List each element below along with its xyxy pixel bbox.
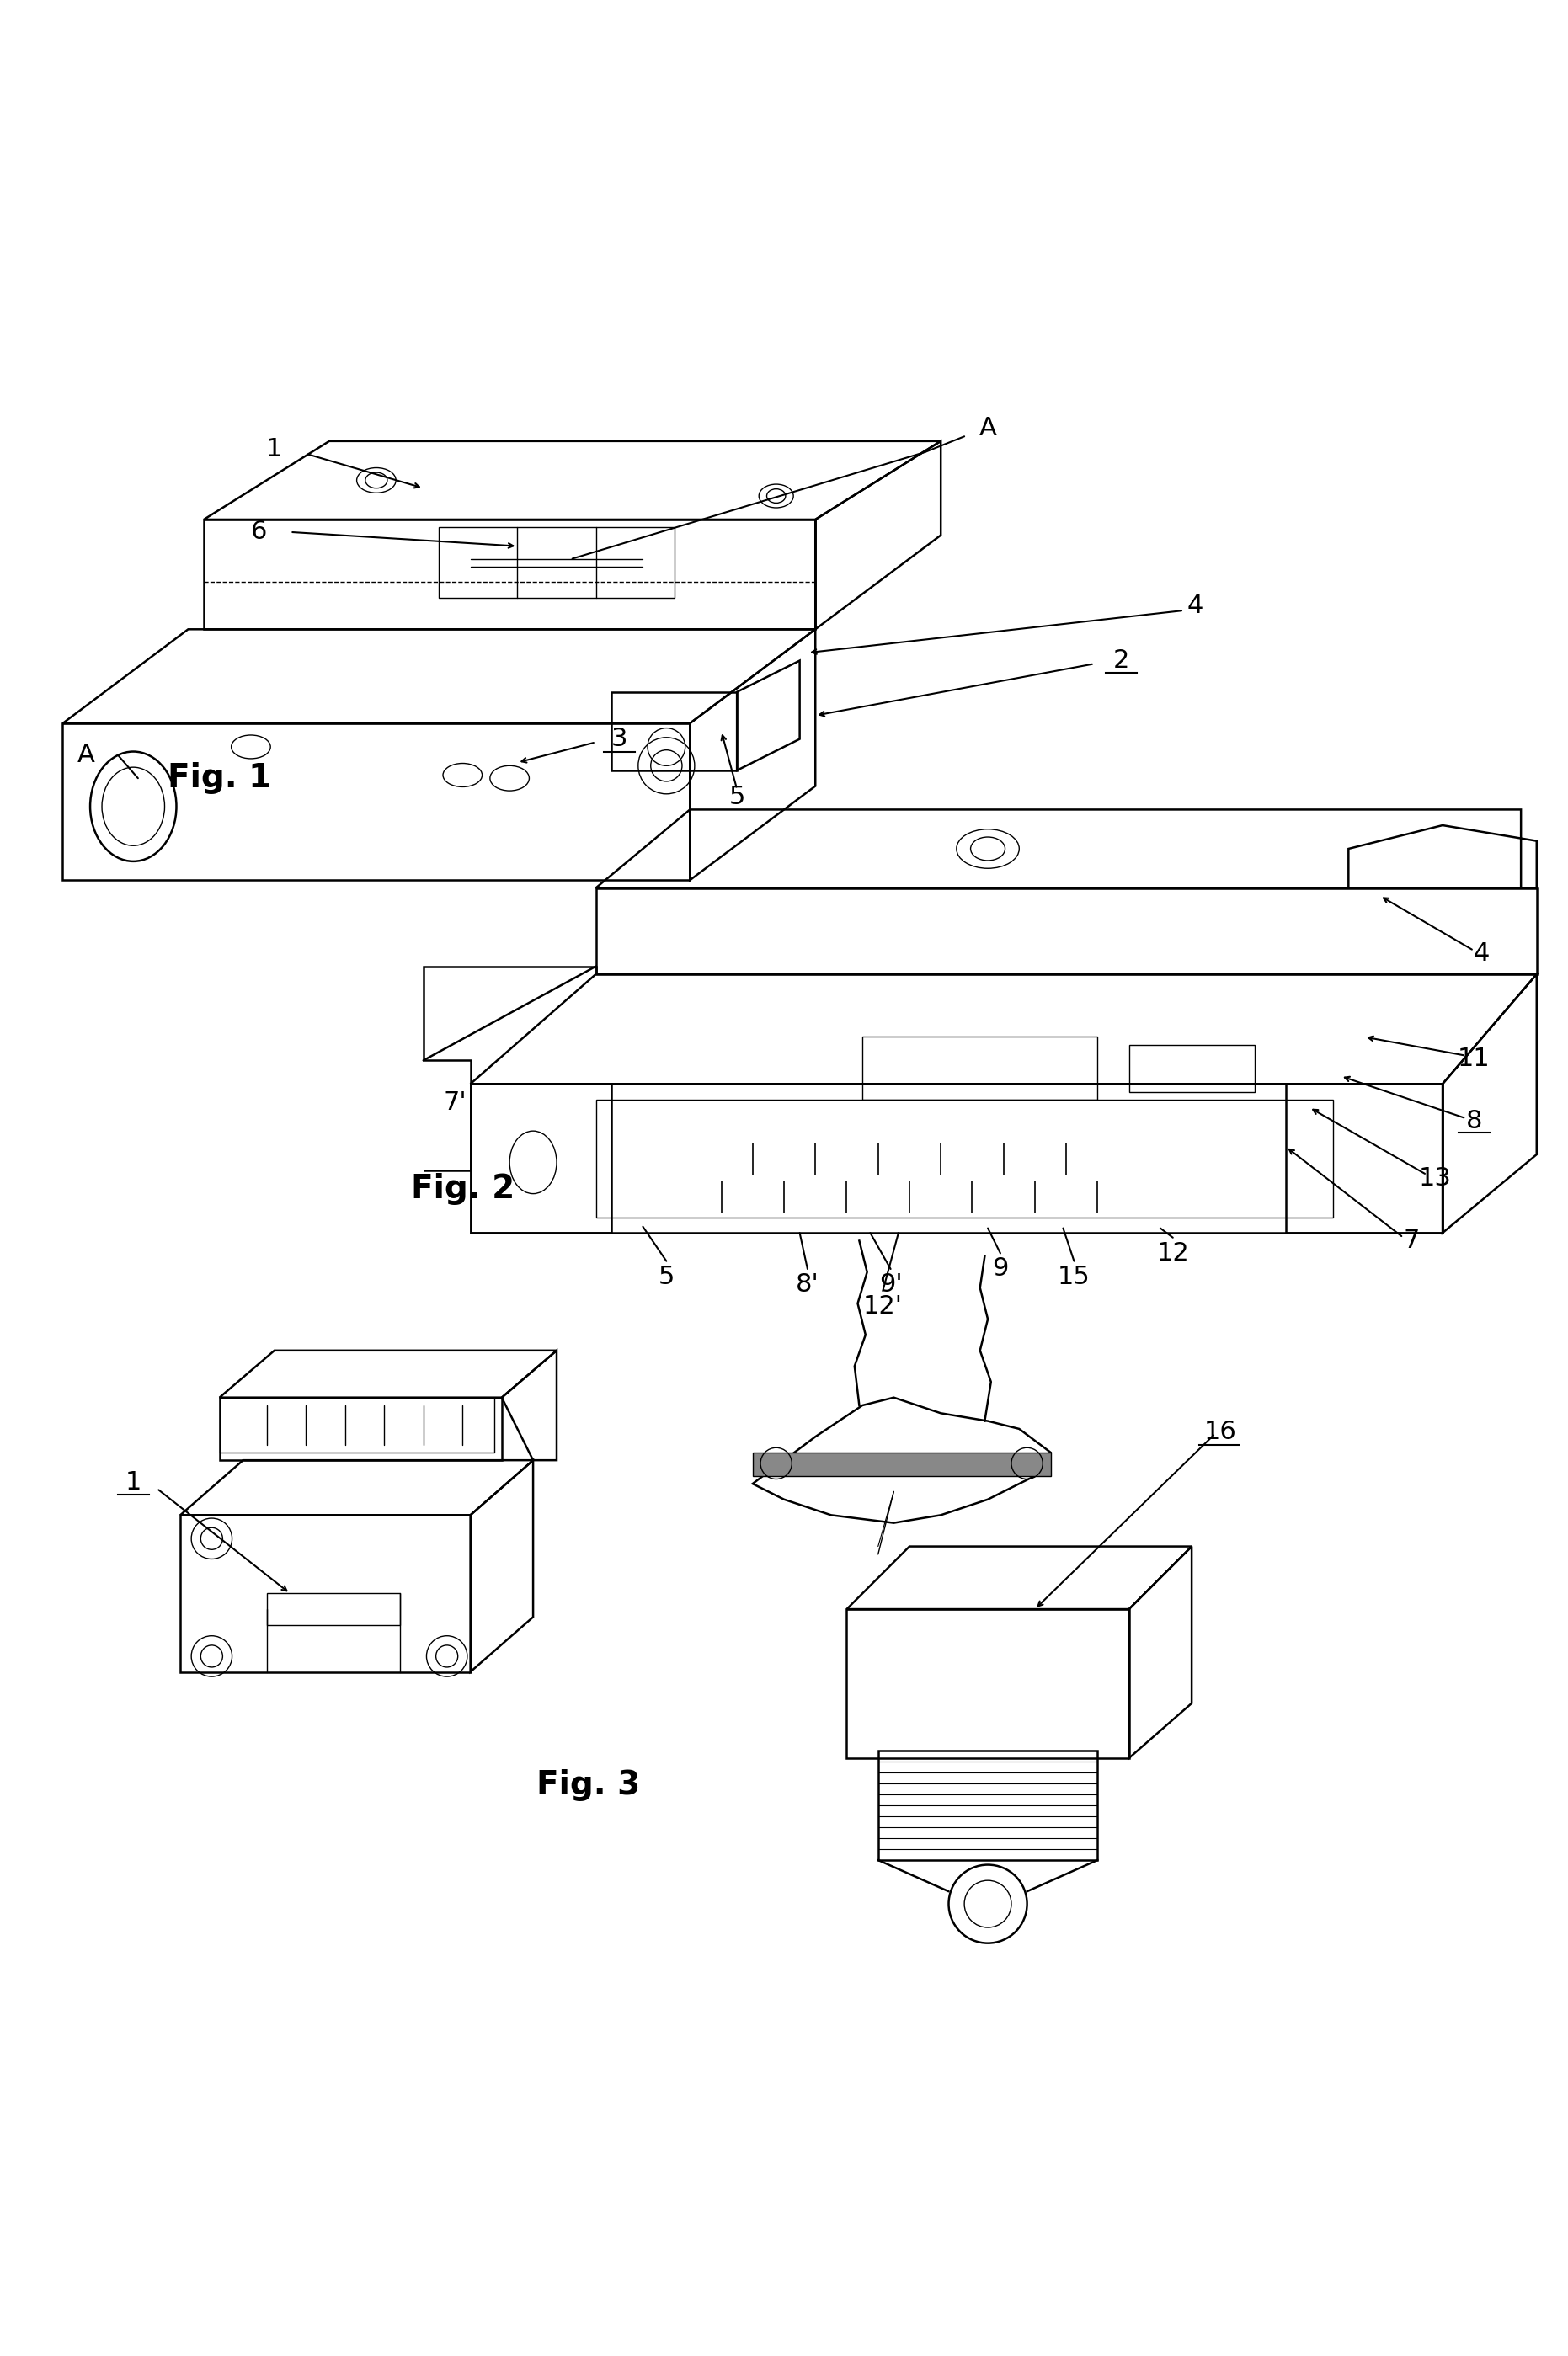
Text: 8': 8' <box>797 1272 818 1296</box>
Text: 12': 12' <box>862 1293 903 1319</box>
Text: 2: 2 <box>1113 648 1129 674</box>
Text: Fig. 3: Fig. 3 <box>536 1769 640 1800</box>
Text: 9': 9' <box>880 1272 902 1296</box>
Text: 1: 1 <box>125 1470 141 1494</box>
Text: 15: 15 <box>1058 1265 1090 1289</box>
Text: Fig. 2: Fig. 2 <box>411 1173 514 1204</box>
Text: 6: 6 <box>251 521 267 544</box>
Text: 8: 8 <box>1466 1110 1482 1133</box>
Text: 9: 9 <box>993 1256 1008 1282</box>
Text: 4: 4 <box>1187 594 1203 617</box>
Text: A: A <box>77 742 96 768</box>
Text: 13: 13 <box>1419 1166 1450 1190</box>
Text: 12: 12 <box>1157 1242 1189 1265</box>
Text: 3: 3 <box>612 726 627 752</box>
Text: 4: 4 <box>1474 942 1490 966</box>
Text: A: A <box>978 417 997 441</box>
Text: 7': 7' <box>444 1091 466 1114</box>
Text: 16: 16 <box>1204 1421 1236 1444</box>
Text: 5: 5 <box>729 785 745 808</box>
Text: Fig. 1: Fig. 1 <box>168 763 271 794</box>
Polygon shape <box>753 1451 1051 1475</box>
Text: 1: 1 <box>267 436 282 462</box>
Text: 11: 11 <box>1458 1046 1490 1072</box>
Text: 5: 5 <box>659 1265 674 1289</box>
Text: 7: 7 <box>1403 1227 1419 1253</box>
